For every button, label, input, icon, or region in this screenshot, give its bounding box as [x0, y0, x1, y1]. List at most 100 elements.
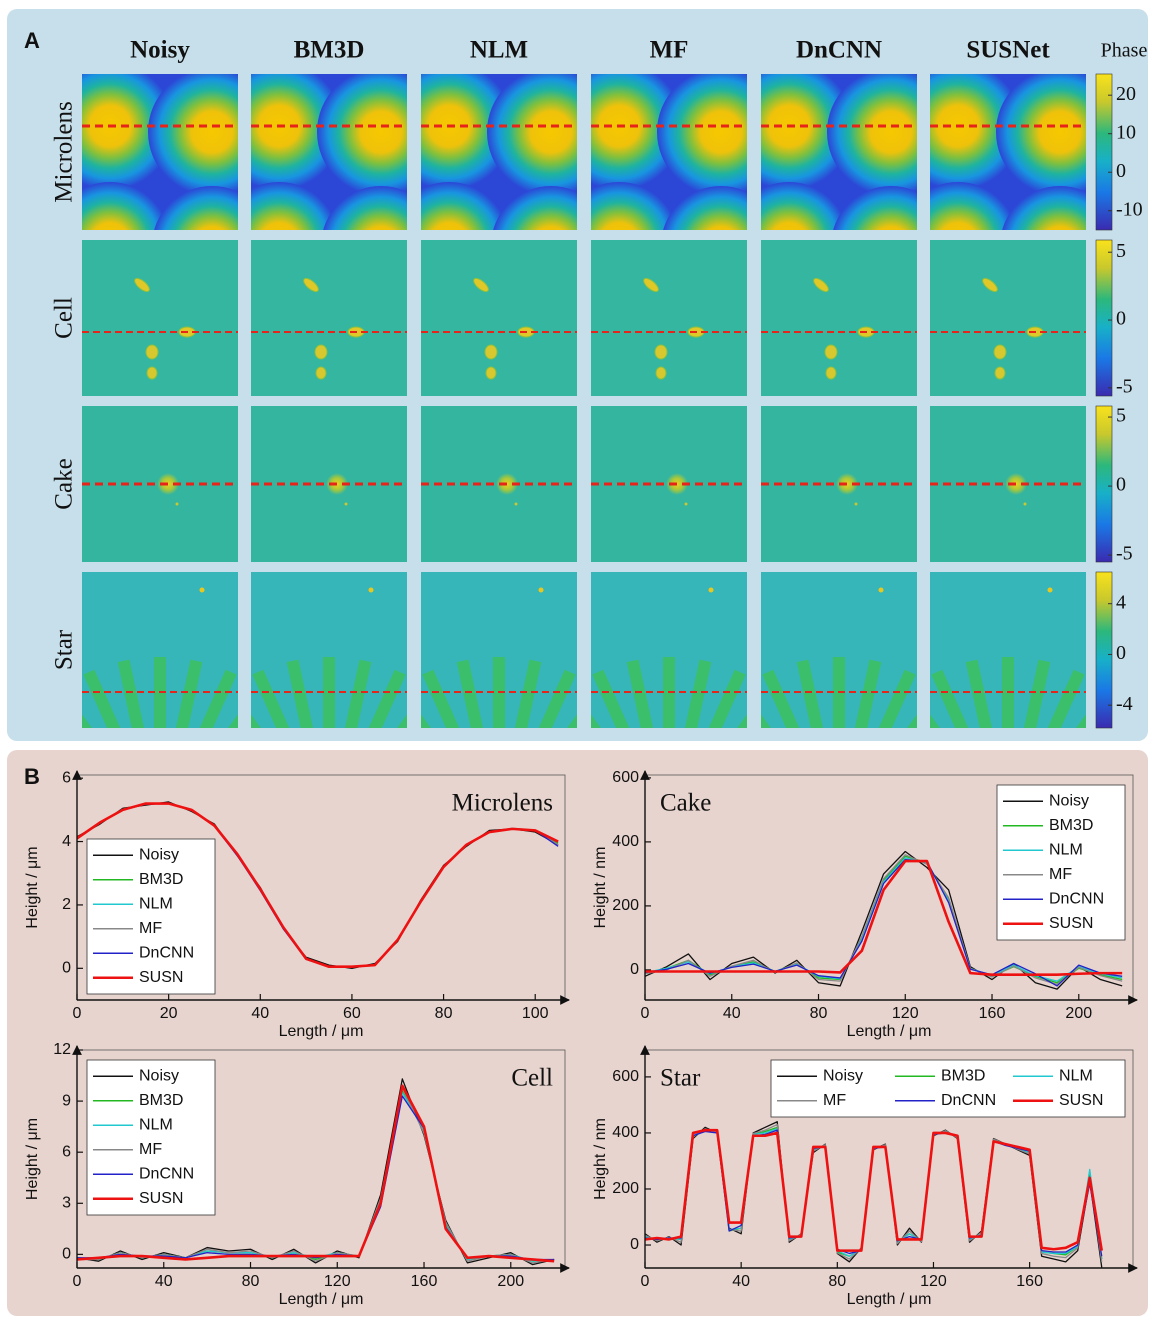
phase-image — [421, 240, 577, 396]
colorbar — [1095, 73, 1113, 231]
y-tick-label: 6 — [62, 1143, 71, 1160]
colorbar-tick-label: 5 — [1116, 240, 1126, 262]
column-title: DnCNN — [796, 37, 882, 64]
phase-image — [761, 406, 917, 562]
colorbar-tick-label: 0 — [1116, 642, 1126, 664]
column-title: Noisy — [130, 37, 190, 64]
y-tick-label: 200 — [612, 1180, 639, 1197]
legend-label: SUSN — [1059, 1092, 1103, 1109]
colorbar-tick-label: 5 — [1116, 405, 1126, 427]
phase-image — [82, 406, 238, 562]
legend-label: DnCNN — [139, 1165, 194, 1182]
x-tick-label: 0 — [73, 1273, 82, 1290]
colorbar — [1095, 405, 1113, 563]
x-tick-label: 120 — [892, 1005, 919, 1022]
legend-label: BM3D — [139, 871, 183, 888]
y-tick-label: 600 — [612, 1068, 639, 1085]
legend-label: MF — [1049, 866, 1072, 883]
phase-image — [591, 406, 747, 562]
legend-label: MF — [139, 1141, 162, 1158]
y-tick-label: 2 — [62, 896, 71, 913]
panel-label: A — [24, 28, 40, 53]
y-tick-label: 400 — [612, 1124, 639, 1141]
x-tick-label: 200 — [497, 1273, 524, 1290]
chart-title: Cell — [511, 1065, 553, 1092]
plot-area — [645, 1121, 1104, 1268]
legend-label: BM3D — [941, 1067, 985, 1084]
plot-area — [77, 1078, 555, 1266]
legend-label: BM3D — [139, 1092, 183, 1109]
x-tick-label: 120 — [324, 1273, 351, 1290]
colorbar-tick-label: 4 — [1116, 591, 1126, 613]
legend-label: SUSN — [139, 1190, 183, 1207]
legend-label: Noisy — [823, 1067, 863, 1084]
legend-label: MF — [139, 920, 162, 937]
y-tick-label: 4 — [62, 833, 71, 850]
y-tick-label: 400 — [612, 833, 639, 850]
colorbar-tick-label: 20 — [1116, 83, 1136, 105]
x-tick-label: 80 — [810, 1005, 828, 1022]
y-axis-label: Height / nm — [592, 1118, 609, 1200]
legend-label: DnCNN — [941, 1092, 996, 1109]
legend-label: SUSN — [1049, 915, 1093, 932]
x-tick-label: 80 — [435, 1005, 453, 1022]
y-tick-label: 12 — [53, 1041, 71, 1058]
data-line — [645, 859, 1123, 977]
x-tick-label: 40 — [155, 1273, 173, 1290]
column-title: SUSNet — [966, 37, 1050, 64]
x-axis-label: Length / μm — [279, 1291, 364, 1308]
data-line — [77, 1084, 555, 1263]
legend-box — [770, 1059, 1126, 1118]
x-axis-label: Length / μm — [847, 1291, 932, 1308]
panel-label: B — [24, 764, 40, 789]
colorbar-tick-label: -5 — [1116, 375, 1133, 397]
colorbar — [1095, 239, 1113, 397]
x-tick-label: 160 — [411, 1273, 438, 1290]
phase-image — [421, 406, 577, 562]
x-tick-label: 100 — [522, 1005, 549, 1022]
colorbar-tick-label: -5 — [1116, 543, 1133, 565]
x-tick-label: 80 — [242, 1273, 260, 1290]
x-tick-label: 40 — [732, 1273, 750, 1290]
y-tick-label: 0 — [62, 960, 71, 977]
colorbar-tick-label: -10 — [1116, 198, 1143, 220]
y-axis-label: Height / μm — [24, 1118, 41, 1200]
y-tick-label: 6 — [62, 769, 71, 786]
y-tick-label: 200 — [612, 897, 639, 914]
y-axis-label: Height / μm — [24, 846, 41, 928]
x-tick-label: 40 — [723, 1005, 741, 1022]
x-tick-label: 60 — [343, 1005, 361, 1022]
x-tick-label: 0 — [73, 1005, 82, 1022]
x-tick-label: 160 — [979, 1005, 1006, 1022]
phase-image — [251, 406, 407, 562]
phase-image — [251, 240, 407, 396]
legend-label: DnCNN — [139, 944, 194, 961]
x-tick-label: 20 — [160, 1005, 178, 1022]
legend-label: SUSN — [139, 969, 183, 986]
colorbar — [1095, 571, 1113, 729]
x-tick-label: 120 — [920, 1273, 947, 1290]
phase-image — [761, 240, 917, 396]
chart-title: Star — [660, 1065, 701, 1092]
data-line — [77, 802, 559, 969]
phase-image — [82, 240, 238, 396]
column-title: NLM — [470, 37, 528, 64]
legend-label: BM3D — [1049, 817, 1093, 834]
column-title: MF — [650, 37, 689, 64]
plot-area — [645, 850, 1123, 990]
x-tick-label: 80 — [828, 1273, 846, 1290]
colorbar-title: Phase — [1101, 40, 1148, 62]
colorbar-tick-label: -4 — [1116, 693, 1133, 715]
y-axis-label: Height / nm — [592, 847, 609, 929]
colorbar-tick-label: 0 — [1116, 308, 1126, 330]
legend-label: NLM — [139, 895, 173, 912]
x-tick-label: 0 — [641, 1005, 650, 1022]
row-label: Cake — [51, 458, 78, 509]
row-label: Microlens — [51, 101, 78, 202]
y-tick-label: 0 — [62, 1246, 71, 1263]
row-label: Cell — [51, 297, 78, 339]
data-line — [645, 858, 1123, 987]
x-tick-label: 160 — [1016, 1273, 1043, 1290]
colorbar-tick-label: 0 — [1116, 160, 1126, 182]
